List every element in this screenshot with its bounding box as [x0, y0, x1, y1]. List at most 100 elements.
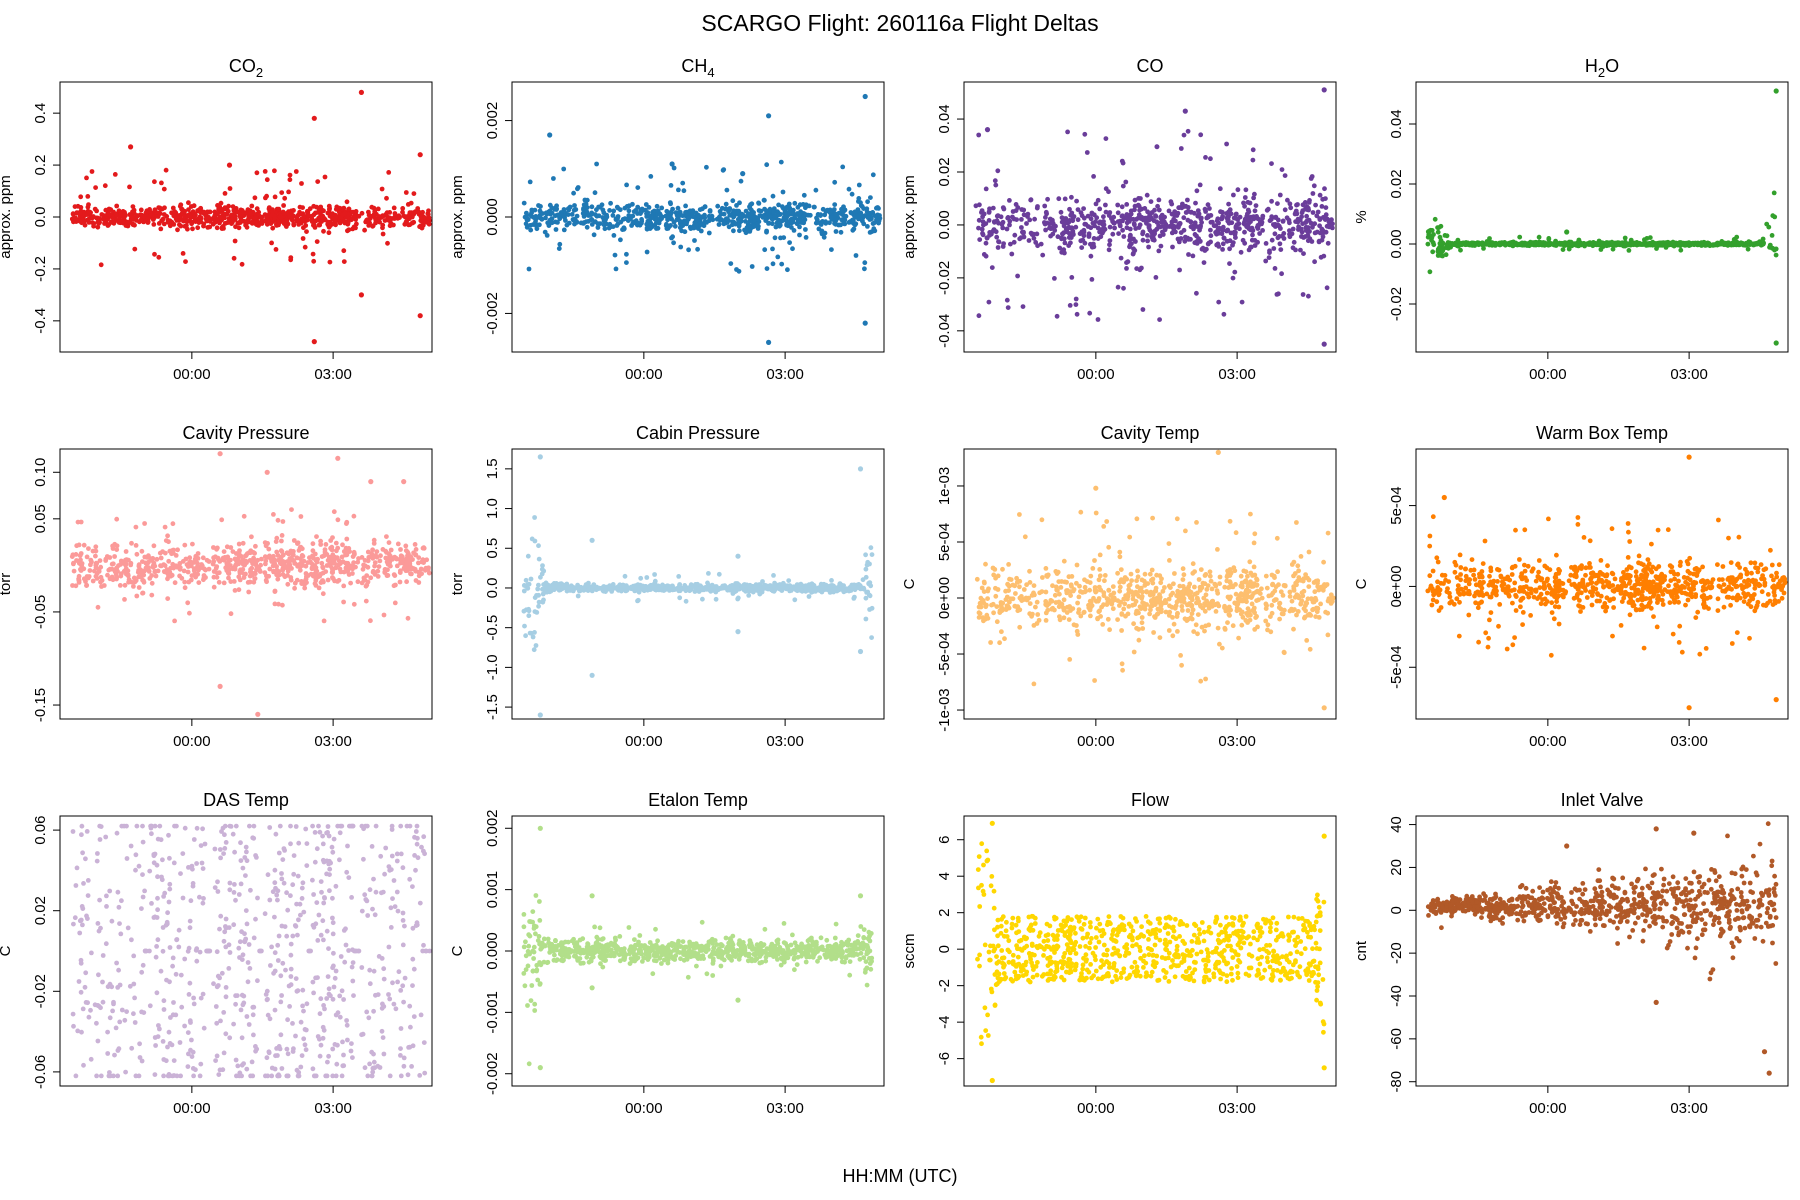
- data-point: [417, 313, 423, 319]
- data-point: [198, 210, 204, 216]
- data-point: [547, 132, 553, 138]
- data-point: [84, 583, 89, 588]
- data-point: [1171, 216, 1177, 222]
- data-point: [821, 581, 827, 587]
- data-point: [1597, 241, 1603, 247]
- data-point: [269, 240, 274, 246]
- data-point: [231, 255, 237, 261]
- data-point: [1208, 227, 1213, 233]
- data-point: [1553, 243, 1559, 248]
- data-point: [1169, 201, 1175, 207]
- data-point: [521, 200, 527, 206]
- data-point: [222, 191, 228, 196]
- data-point: [158, 563, 164, 569]
- data-point: [813, 220, 819, 226]
- data-point: [721, 221, 727, 227]
- data-point: [272, 194, 278, 200]
- data-point: [408, 566, 414, 572]
- data-point: [419, 571, 424, 577]
- data-point: [360, 566, 366, 572]
- data-point: [730, 222, 735, 228]
- data-point: [1153, 275, 1159, 280]
- data-point: [695, 581, 700, 587]
- data-point: [829, 247, 834, 253]
- data-point: [187, 214, 193, 220]
- data-point: [1148, 199, 1154, 205]
- data-point: [977, 237, 983, 243]
- data-point: [398, 568, 403, 574]
- data-point: [221, 226, 226, 231]
- data-point: [1245, 207, 1251, 213]
- data-point: [384, 550, 389, 555]
- data-point: [373, 216, 378, 222]
- data-point: [343, 560, 349, 566]
- data-point: [346, 227, 352, 233]
- data-point: [292, 585, 297, 591]
- data-point: [149, 212, 155, 218]
- data-point: [179, 575, 185, 581]
- data-point: [567, 204, 573, 210]
- data-point: [340, 542, 345, 548]
- data-point: [775, 254, 781, 260]
- data-point: [532, 207, 538, 213]
- data-point: [1134, 266, 1140, 271]
- data-point: [332, 561, 337, 566]
- data-point: [742, 227, 747, 233]
- data-point: [177, 565, 183, 570]
- data-point: [680, 180, 686, 186]
- data-point: [294, 577, 300, 583]
- data-point: [1019, 217, 1024, 222]
- data-point: [811, 204, 817, 210]
- data-point: [385, 240, 390, 246]
- data-point: [1444, 243, 1449, 248]
- data-point: [1192, 220, 1198, 226]
- data-point: [1074, 311, 1080, 317]
- data-point: [317, 222, 323, 228]
- data-point: [78, 567, 83, 572]
- data-point: [225, 220, 230, 226]
- data-point: [707, 209, 713, 214]
- data-point: [1237, 226, 1242, 232]
- data-point: [275, 576, 281, 582]
- data-point: [601, 210, 607, 216]
- data-point: [724, 187, 730, 193]
- data-point: [687, 208, 693, 214]
- data-point: [1045, 196, 1050, 202]
- data-point: [624, 182, 629, 188]
- data-point: [1279, 167, 1285, 173]
- data-point: [766, 221, 771, 226]
- data-point: [522, 623, 527, 629]
- data-point: [1437, 246, 1443, 252]
- data-point: [1103, 136, 1109, 142]
- data-point: [1154, 144, 1160, 150]
- data-point: [737, 228, 742, 234]
- data-point: [1249, 227, 1254, 233]
- data-point: [536, 603, 541, 609]
- data-point: [1001, 206, 1007, 212]
- data-point: [706, 230, 712, 236]
- data-point: [426, 215, 432, 221]
- data-point: [1321, 87, 1327, 93]
- data-point: [249, 565, 255, 571]
- data-point: [398, 547, 403, 552]
- data-point: [1176, 239, 1182, 245]
- data-point: [1193, 200, 1198, 206]
- data-point: [676, 574, 682, 579]
- data-point: [601, 586, 607, 592]
- data-point: [1011, 216, 1017, 222]
- data-point: [746, 593, 752, 598]
- data-point: [1429, 235, 1435, 240]
- data-point: [99, 584, 104, 589]
- data-point: [364, 582, 370, 588]
- data-point: [541, 568, 547, 574]
- data-point: [1770, 213, 1776, 219]
- data-point: [355, 579, 361, 585]
- data-point: [789, 225, 794, 230]
- data-point: [240, 567, 246, 572]
- data-point: [118, 212, 124, 218]
- data-point: [1432, 216, 1438, 222]
- data-point: [990, 205, 996, 211]
- y-tick-label: 0.002: [484, 102, 501, 140]
- data-point: [206, 559, 212, 564]
- data-point: [526, 608, 532, 614]
